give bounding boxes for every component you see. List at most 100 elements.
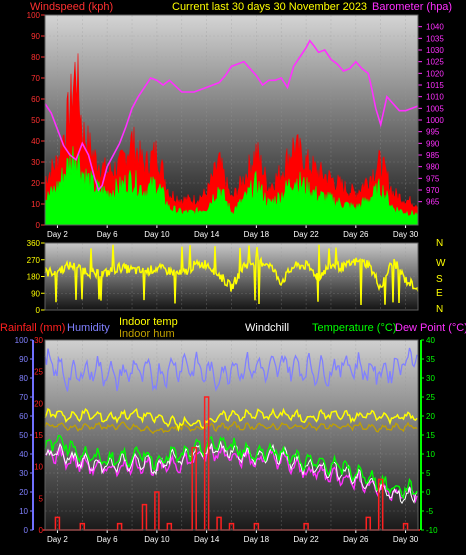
temperature-panel-background <box>45 340 418 530</box>
windspeed-tick-label: 60 <box>31 95 40 104</box>
legend-humidity: Humidity <box>67 322 110 334</box>
temperature-tick-label: 10 <box>426 450 435 459</box>
legend-rainfall: Rainfall (mm) <box>0 322 65 334</box>
temperature-tick-label: 35 <box>426 355 435 364</box>
compass-label: N <box>436 304 443 315</box>
wind-panel-series <box>44 39 419 226</box>
windchill-series <box>45 441 418 505</box>
legend-windchill: Windchill <box>245 322 289 334</box>
indoor-temperature-series <box>44 407 418 432</box>
barometer-tick-label: 1035 <box>426 34 444 43</box>
wind-panel-x-axis: Day 2 Day 6 Day 10 Day 14 Day 18 Day 22 Day 26… <box>47 225 419 239</box>
barometer-axis: 965 970 975 980 985 990 995 1000 1005 1010 1015 102… <box>418 23 444 207</box>
direction-tick-label: 270 <box>27 256 41 265</box>
legend-indoor-hum: Indoor hum <box>119 328 175 340</box>
x-tick-label: Day 6 <box>97 535 118 544</box>
barometer-tick-label: 1030 <box>426 46 444 55</box>
legend-temperature: Temperature (°C) <box>312 322 396 334</box>
temperature-panel-frame <box>44 339 419 531</box>
indoor-humidity-series <box>44 421 418 435</box>
temperature-tick-label: 0 <box>426 488 431 497</box>
x-tick-label: Day 22 <box>293 535 319 544</box>
barometer-title: Barometer (hpa) <box>372 1 452 13</box>
direction-axis: 0 90 180 270 360 <box>27 239 45 315</box>
x-tick-label: Day 18 <box>244 230 270 239</box>
barometer-tick-label: 1020 <box>426 69 444 78</box>
barometer-tick-label: 1015 <box>426 81 444 90</box>
average-wind-series <box>44 146 419 226</box>
windspeed-tick-label: 0 <box>36 221 41 230</box>
humidity-tick-label: 70 <box>19 393 28 402</box>
barometer-tick-label: 990 <box>426 139 440 148</box>
temperature-tick-label: 40 <box>426 336 435 345</box>
gust-series <box>44 53 419 226</box>
direction-tick-label: 0 <box>36 306 41 315</box>
direction-panel-frame <box>44 242 419 311</box>
wind-panel-title: Windspeed (kph) <box>30 1 113 13</box>
x-tick-label: Day 2 <box>47 230 68 239</box>
barometer-tick-label: 975 <box>426 174 440 183</box>
dew-point-series <box>44 443 418 504</box>
legend-indoor-temp: Indoor temp <box>119 316 178 328</box>
x-tick-label: Day 22 <box>293 230 319 239</box>
humidity-axis: 0 10 20 30 40 50 60 70 80 90 100 <box>15 336 33 535</box>
x-tick-label: Day 2 <box>47 535 68 544</box>
direction-tick-label: 90 <box>31 289 40 298</box>
compass-label: S <box>436 274 443 285</box>
x-tick-label: Day 26 <box>343 535 369 544</box>
chart-title: Current last 30 days 30 November 2023 <box>172 1 367 13</box>
barometer-tick-label: 980 <box>426 163 440 172</box>
rainfall-tick-label: 20 <box>34 399 43 408</box>
humidity-tick-label: 30 <box>19 469 28 478</box>
rainfall-tick-label: 30 <box>34 336 43 345</box>
compass-label: N <box>436 238 443 249</box>
humidity-tick-label: 80 <box>19 374 28 383</box>
humidity-tick-label: 90 <box>19 355 28 364</box>
x-tick-label: Day 14 <box>194 535 220 544</box>
wind-panel-grid <box>45 14 418 226</box>
x-tick-label: Day 10 <box>144 535 170 544</box>
temperature-tick-label: 15 <box>426 431 435 440</box>
temperature-tick-label: -10 <box>426 526 438 535</box>
temperature-series <box>44 434 418 500</box>
barometer-series <box>44 39 419 192</box>
humidity-tick-label: 20 <box>19 488 28 497</box>
windspeed-tick-label: 20 <box>31 179 40 188</box>
windspeed-tick-label: 90 <box>31 32 40 41</box>
x-tick-label: Day 14 <box>194 230 220 239</box>
windspeed-tick-label: 10 <box>31 200 40 209</box>
temperature-panel-x-axis: Day 2 Day 6 Day 10 Day 14 Day 18 Day 22 Day 26… <box>47 530 419 544</box>
windspeed-tick-label: 80 <box>31 53 40 62</box>
x-tick-label: Day 30 <box>393 230 419 239</box>
rainfall-tick-label: 25 <box>34 368 43 377</box>
x-tick-label: Day 30 <box>393 535 419 544</box>
compass-label: E <box>436 288 443 299</box>
temperature-tick-label: 30 <box>426 374 435 383</box>
rainfall-tick-label: 5 <box>39 494 44 503</box>
temperature-tick-label: 5 <box>426 469 431 478</box>
rainfall-tick-label: 0 <box>39 526 44 535</box>
humidity-tick-label: 10 <box>19 507 28 516</box>
direction-panel-series <box>44 244 419 305</box>
temperature-tick-label: 20 <box>426 412 435 421</box>
humidity-tick-label: 0 <box>24 526 29 535</box>
barometer-tick-label: 985 <box>426 151 440 160</box>
wind-direction-series <box>44 244 419 305</box>
barometer-tick-label: 970 <box>426 186 440 195</box>
legend-dew-point: Dew Point (°C) <box>395 322 466 334</box>
direction-tick-label: 180 <box>27 273 41 282</box>
windspeed-tick-label: 30 <box>31 158 40 167</box>
humidity-tick-label: 40 <box>19 450 28 459</box>
humidity-series <box>44 347 418 392</box>
windspeed-tick-label: 50 <box>31 116 40 125</box>
windspeed-tick-label: 100 <box>27 11 41 20</box>
rainfall-axis: 0 5 10 15 20 25 30 <box>34 336 43 535</box>
temperature-axis: -10 -5 0 5 10 15 20 25 30 35 40 <box>421 336 438 535</box>
rainfall-tick-label: 10 <box>34 463 43 472</box>
barometer-tick-label: 1025 <box>426 58 444 67</box>
rainfall-tick-label: 15 <box>34 431 43 440</box>
barometer-tick-label: 1005 <box>426 104 444 113</box>
temperature-tick-label: -5 <box>426 507 434 516</box>
x-tick-label: Day 10 <box>144 230 170 239</box>
